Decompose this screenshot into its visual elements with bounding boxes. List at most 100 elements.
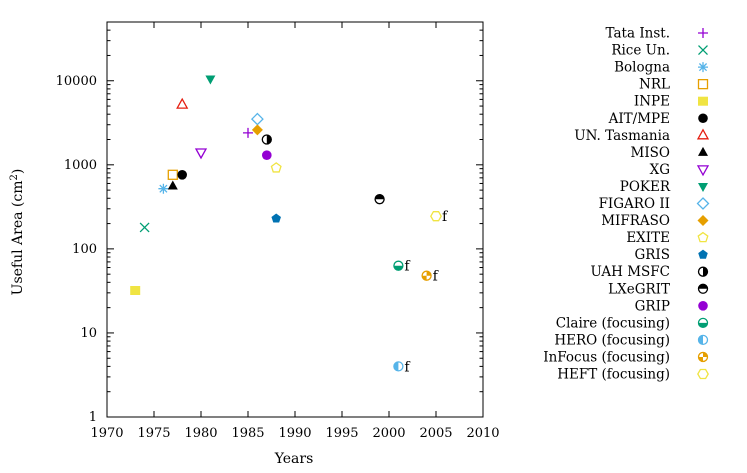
data-point-un-tasmania [176,97,189,109]
legend-entry: LXeGRIT [608,281,709,297]
legend-entry: UN. Tasmania [574,128,710,144]
y-axis-title-main: Useful Area (cm [10,180,26,295]
annotation-focusing: f [442,209,449,225]
legend-marker [698,62,708,73]
x-tick-label: 1990 [278,426,311,441]
y-tick-label: 1 [89,410,97,425]
x-tick-label: 2010 [466,426,499,441]
data-points [130,75,442,372]
legend-label: MISO [631,145,670,161]
data-point-mifraso [251,124,263,136]
x-tick-label: 1985 [231,426,264,441]
annotation-focusing: f [433,269,440,285]
legend-entry: AIT/MPE [608,111,708,127]
legend-label: HERO (focusing) [554,332,670,348]
data-point-hero-focusing [393,361,404,372]
y-tick-label: 10 [80,326,97,341]
data-point-exite [270,162,282,173]
plot-border [106,21,484,418]
data-point-xg [194,148,208,160]
data-point-nrl [167,169,178,180]
legend-entry: FIGARO II [599,196,710,212]
legend-marker [696,165,710,177]
y-tick-label: 10000 [56,74,97,89]
legend-label: LXeGRIT [608,281,670,297]
legend-entry: Tata Inst. [606,26,708,42]
legend-label: POKER [620,179,671,195]
axis-ticks: 1970 1975 1980 1985 1990 1995 2000 2005 2010 1 10 1… [56,21,500,441]
legend-label: MIFRASO [601,213,670,229]
legend-entry: Claire (focusing) [556,315,709,331]
y-axis-title-sup: 2 [9,174,20,180]
legend-entry: HERO (focusing) [554,332,709,348]
x-tick-label: 1980 [184,426,217,441]
legend-entry: NRL [639,77,709,93]
legend-marker [698,113,708,124]
data-point-miso [167,180,178,190]
legend-label: Tata Inst. [606,26,670,42]
data-point-claire-focusing [393,260,404,271]
legend-marker [697,231,709,243]
data-point-bologna [158,183,169,194]
legend-marker [697,215,709,227]
legend-entry: Bologna [614,60,708,76]
legend-marker [697,79,709,90]
legend-marker [698,96,708,106]
data-point-ait-mpe [177,170,187,180]
legend-marker [698,45,708,56]
x-tick-label: 1975 [137,426,170,441]
legend-marker [698,182,708,192]
legend-label: GRIS [634,247,670,263]
annotations: f f f f [404,209,449,375]
legend-label: HEFT (focusing) [557,367,670,383]
data-point-grip [262,150,272,160]
legend-marker [698,28,708,38]
legend-marker [697,351,709,363]
data-point-rice-un [139,222,150,233]
y-tick-label: 1000 [64,158,97,173]
x-tick-label: 1995 [325,426,358,441]
y-axis-title: Useful Area (cm2) [9,169,26,296]
legend-marker [696,197,710,210]
legend-label: FIGARO II [599,196,670,212]
data-point-heft-focusing [430,211,442,222]
data-point-lxegrit [374,194,385,205]
legend-label: GRIP [635,298,670,314]
legend-marker [697,266,709,277]
legend-entry: EXITE [626,230,709,246]
legend-label: XG [650,162,670,178]
legend: Tata Inst.Rice Un.BolognaNRLINPEAIT/MPEU… [543,26,710,383]
y-tick-label: 100 [72,242,97,257]
data-point-poker [205,75,216,85]
legend-label: InFocus (focusing) [543,349,670,365]
legend-entry: MIFRASO [601,213,709,229]
legend-marker [697,368,709,380]
legend-label: Claire (focusing) [556,315,670,331]
legend-entry: GRIP [635,298,708,314]
legend-marker [697,334,709,346]
legend-entry: GRIS [634,247,708,263]
annotation-focusing: f [404,359,411,375]
data-point-inpe [130,286,141,295]
annotation-focusing: f [404,259,411,275]
data-point-gris [271,213,281,223]
legend-label: UN. Tasmania [574,128,670,144]
legend-entry: XG [650,162,710,178]
legend-entry: UAH MSFC [590,264,709,280]
legend-label: Rice Un. [611,43,670,59]
legend-label: Bologna [614,60,670,76]
data-point-figaro-ii [250,112,264,126]
y-axis-title-close: ) [10,169,26,174]
data-point-infocus-focusing [421,270,432,281]
x-tick-label: 2000 [372,426,405,441]
legend-entry: Rice Un. [611,43,708,59]
legend-marker [697,283,709,294]
legend-marker [696,128,710,140]
legend-entry: INPE [634,94,708,110]
legend-entry: MISO [631,145,708,161]
x-tick-label: 2005 [419,426,452,441]
legend-marker [698,249,708,259]
legend-marker [697,317,709,329]
legend-entry: InFocus (focusing) [543,349,709,365]
